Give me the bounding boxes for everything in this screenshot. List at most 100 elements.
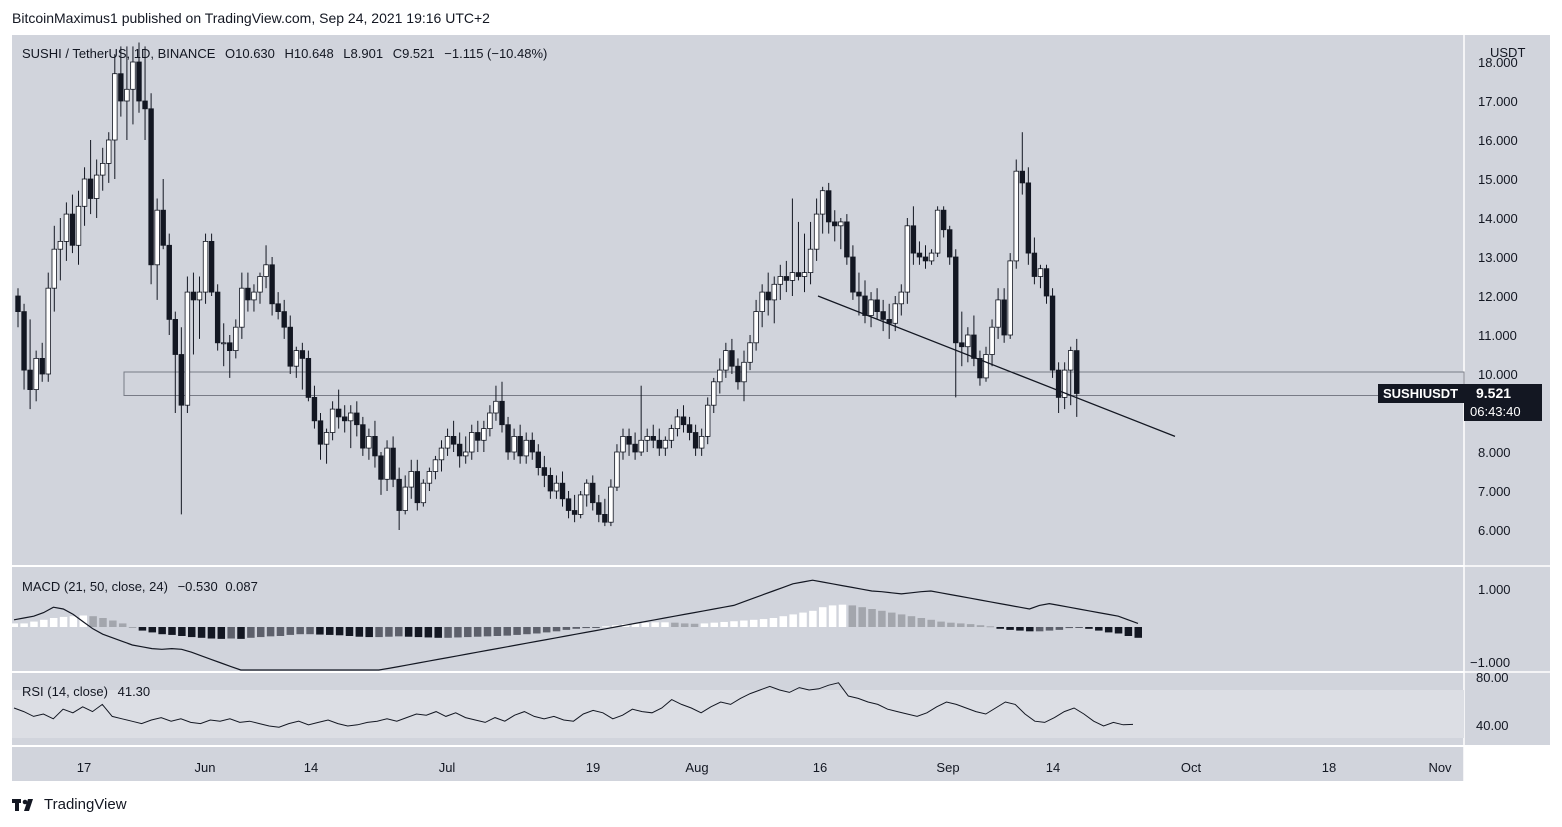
candle-up bbox=[426, 471, 433, 484]
candle-up bbox=[348, 412, 354, 422]
macd-histogram-bar bbox=[710, 622, 719, 627]
candle-down bbox=[1074, 350, 1080, 394]
candle-down bbox=[977, 357, 983, 379]
candle-down bbox=[856, 291, 862, 297]
macd-histogram-bar bbox=[818, 607, 827, 627]
candle-up bbox=[995, 299, 1001, 328]
candle-up bbox=[293, 350, 299, 367]
macd-histogram-bar bbox=[306, 627, 314, 635]
candle-down bbox=[517, 435, 523, 457]
macd-histogram-bar bbox=[868, 609, 876, 627]
candle-down bbox=[692, 432, 699, 449]
candle-up bbox=[493, 400, 499, 414]
candle-up bbox=[983, 354, 989, 379]
time-tick-1: Jun bbox=[195, 760, 216, 775]
candle-up bbox=[965, 334, 971, 348]
time-tick-7: Sep bbox=[936, 760, 959, 775]
macd-histogram-bar bbox=[483, 627, 492, 637]
macd-histogram-bar bbox=[809, 610, 817, 627]
rsi-line bbox=[13, 682, 1134, 728]
macd-histogram-bar bbox=[996, 627, 1004, 629]
candle-down bbox=[299, 350, 306, 359]
macd-histogram-bar bbox=[592, 627, 600, 628]
candle-up bbox=[196, 291, 203, 301]
candle-up bbox=[662, 439, 669, 449]
candle-up bbox=[1007, 260, 1013, 336]
candle-down bbox=[142, 100, 148, 110]
candle-up bbox=[577, 494, 584, 515]
candle-down bbox=[27, 369, 33, 391]
macd-histogram-bar bbox=[138, 627, 147, 631]
macd-histogram-bar bbox=[286, 627, 295, 635]
candle-up bbox=[93, 174, 100, 199]
time-tick-0: 17 bbox=[77, 760, 91, 775]
price-axis-ticks: 18.000 17.000 16.000 15.000 14.000 13.000 12.0… bbox=[1478, 55, 1518, 538]
candle-down bbox=[275, 303, 281, 312]
time-tick-2: 14 bbox=[304, 760, 318, 775]
macd-histogram-bar bbox=[917, 618, 926, 627]
macd-histogram-bar bbox=[237, 627, 245, 639]
candle-down bbox=[1031, 252, 1038, 277]
macd-panel-bg bbox=[12, 567, 1464, 671]
legend-l: 8.901 bbox=[351, 46, 384, 61]
tradingview-logo-icon bbox=[12, 798, 33, 811]
macd-histogram-bar bbox=[927, 619, 935, 627]
macd-histogram-bar bbox=[878, 610, 886, 627]
candle-down bbox=[940, 209, 947, 231]
macd-histogram-bar bbox=[335, 627, 344, 636]
macd-histogram-bar bbox=[207, 627, 216, 639]
candle-down bbox=[541, 467, 548, 476]
candle-down bbox=[686, 424, 693, 433]
candle-up bbox=[329, 408, 336, 433]
candle-up bbox=[408, 471, 414, 488]
candle-down bbox=[880, 311, 886, 320]
macd-histogram-bar bbox=[424, 627, 433, 638]
macd-histogram-bar bbox=[888, 612, 896, 627]
candle-up bbox=[130, 61, 136, 90]
candle-down bbox=[136, 61, 142, 102]
macd-histogram-bar bbox=[493, 627, 502, 636]
legend-h: 10.648 bbox=[294, 46, 334, 61]
symbol-badge-bg bbox=[1378, 384, 1464, 403]
macd-histogram-bar bbox=[276, 627, 285, 636]
candle-up bbox=[523, 439, 529, 457]
candle-down bbox=[378, 455, 384, 480]
macd-histogram-bar bbox=[848, 605, 857, 627]
candle-up bbox=[154, 209, 160, 266]
macd-histogram-bar bbox=[759, 619, 768, 627]
price-tick-3: 15.000 bbox=[1478, 172, 1518, 187]
candle-down bbox=[305, 357, 312, 398]
published-header: BitcoinMaximus1 published on TradingView… bbox=[12, 10, 490, 26]
candle-down bbox=[922, 256, 929, 262]
macd-histogram-bar bbox=[40, 619, 48, 627]
time-axis-bg bbox=[12, 747, 1464, 781]
candle-up bbox=[462, 451, 469, 457]
macd-histogram-bar bbox=[503, 627, 511, 636]
candle-down bbox=[632, 443, 638, 453]
candle-down bbox=[910, 225, 917, 254]
macd-histogram-bar bbox=[30, 621, 38, 627]
macd-histogram-bar bbox=[976, 625, 985, 627]
candle-down bbox=[886, 318, 892, 324]
time-tick-5: Aug bbox=[685, 760, 708, 775]
candle-down bbox=[626, 435, 632, 445]
legend-o-label: O bbox=[225, 46, 235, 61]
candle-up bbox=[432, 459, 439, 472]
legend-title: SUSHI / TetherUS, 1D, BINANCE bbox=[22, 46, 216, 61]
candle-down bbox=[650, 435, 656, 441]
candle-down bbox=[529, 439, 535, 453]
candle-up bbox=[668, 428, 675, 441]
macd-histogram-bar bbox=[799, 612, 807, 627]
candle-up bbox=[608, 486, 614, 523]
macd-histogram-bar bbox=[89, 616, 97, 627]
macd-histogram-bar bbox=[730, 621, 738, 627]
time-tick-3: Jul bbox=[439, 760, 456, 775]
candle-up bbox=[251, 291, 257, 301]
currency-label: USDT bbox=[1490, 45, 1525, 60]
candle-down bbox=[390, 447, 396, 480]
candle-up bbox=[124, 88, 130, 102]
rsi-band bbox=[12, 690, 1464, 738]
macd-histogram-bar bbox=[109, 620, 117, 627]
macd-histogram-bar bbox=[749, 619, 758, 627]
